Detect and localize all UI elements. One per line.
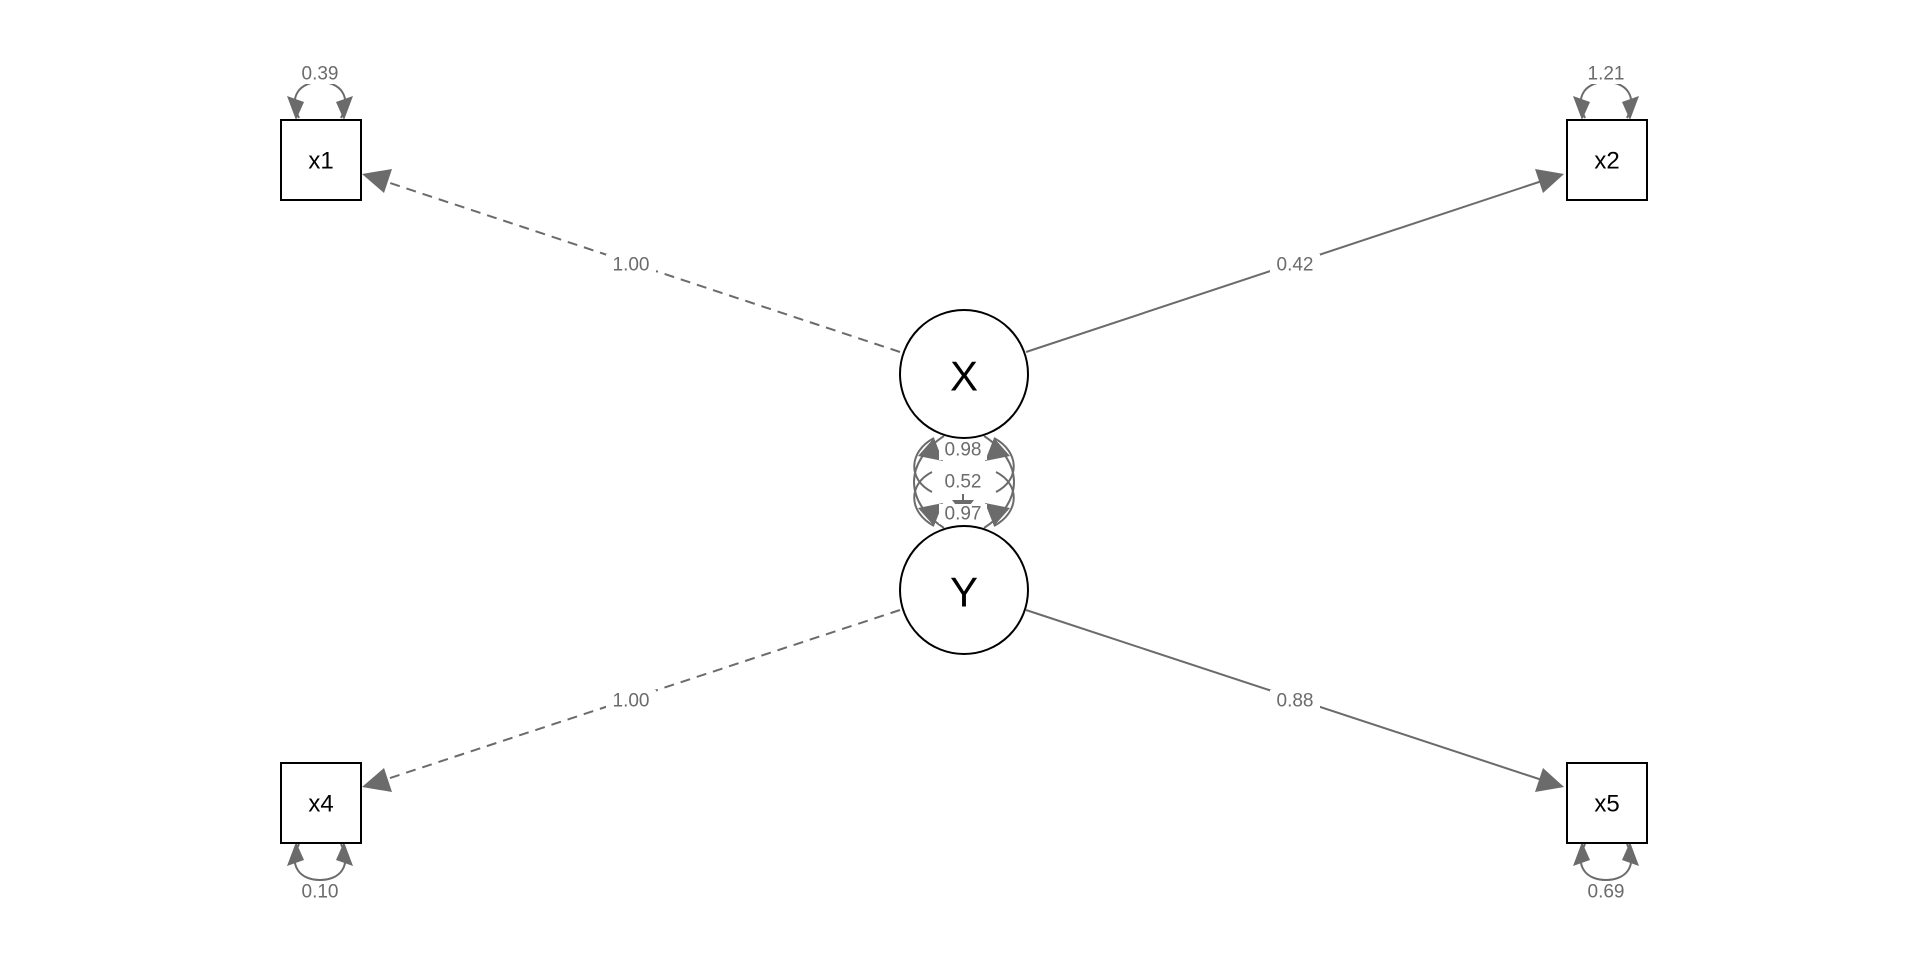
- variance-loop-Y: 0.97: [913, 471, 1015, 527]
- variance-label-X: 0.98: [945, 440, 982, 461]
- latent-node-Y: Y: [899, 525, 1029, 655]
- covariance-label-X-Y: 0.52: [945, 472, 982, 493]
- variance-loop-x1: 0.39: [287, 64, 353, 120]
- variance-loop-x2: 1.21: [1573, 64, 1639, 120]
- path-X-x1: 1.00: [362, 169, 901, 353]
- node-label-x2: x2: [1594, 148, 1619, 175]
- path-X-x2: 0.42: [1025, 169, 1564, 353]
- path-Y-x4: 1.00: [362, 609, 901, 792]
- manifest-node-x4: x4: [280, 762, 362, 844]
- manifest-node-x5: x5: [1566, 762, 1648, 844]
- variance-loop-x5: 0.69: [1573, 842, 1639, 903]
- variance-label-x1: 0.39: [302, 64, 339, 85]
- loading-label-X-x2: 0.42: [1277, 255, 1314, 276]
- variance-loop-X: 0.98: [913, 437, 1015, 493]
- variance-loop-x4: 0.10: [287, 842, 353, 903]
- node-label-x4: x4: [308, 791, 333, 818]
- loading-label-X-x1: 1.00: [613, 255, 650, 276]
- loading-label-Y-x4: 1.00: [613, 691, 650, 712]
- node-label-Y: Y: [950, 569, 978, 616]
- manifest-node-x1: x1: [280, 119, 362, 201]
- path-Y-x5: 0.88: [1025, 609, 1564, 792]
- node-label-X: X: [950, 353, 978, 400]
- node-label-x1: x1: [308, 148, 333, 175]
- variance-label-x2: 1.21: [1588, 64, 1625, 85]
- variance-label-x4: 0.10: [302, 882, 339, 903]
- latent-node-X: X: [899, 309, 1029, 439]
- variance-label-Y: 0.97: [945, 504, 982, 525]
- variance-label-x5: 0.69: [1588, 882, 1625, 903]
- node-label-x5: x5: [1594, 791, 1619, 818]
- manifest-node-x2: x2: [1566, 119, 1648, 201]
- loading-label-Y-x5: 0.88: [1277, 691, 1314, 712]
